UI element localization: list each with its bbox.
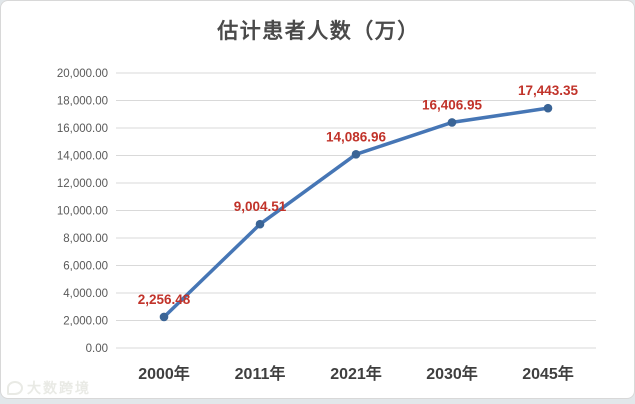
data-point-marker xyxy=(159,312,169,322)
x-tick-label: 2045年 xyxy=(522,364,574,383)
y-tick-label: 12,000.00 xyxy=(57,178,108,190)
data-label: 9,004.51 xyxy=(234,199,287,214)
y-tick-label: 4,000.00 xyxy=(63,288,108,300)
watermark-text: 大数跨境 xyxy=(27,380,91,396)
data-label: 17,443.35 xyxy=(518,83,579,98)
x-tick-label: 2011年 xyxy=(235,364,286,383)
y-tick-label: 16,000.00 xyxy=(57,123,108,135)
x-tick-label: 2021年 xyxy=(330,364,382,383)
data-label: 2,256.48 xyxy=(138,292,191,307)
x-tick-label: 2000年 xyxy=(138,364,190,383)
data-point-marker xyxy=(351,150,361,159)
y-tick-label: 14,000.00 xyxy=(57,151,108,163)
y-tick-label: 8,000.00 xyxy=(63,233,108,245)
y-tick-label: 6,000.00 xyxy=(63,261,108,273)
x-tick-label: 2030年 xyxy=(426,364,478,383)
y-tick-label: 2,000.00 xyxy=(63,316,108,328)
data-label: 14,086.96 xyxy=(326,129,387,144)
data-point-marker xyxy=(543,103,553,113)
data-point-marker xyxy=(447,118,457,127)
y-tick-label: 10,000.00 xyxy=(57,206,108,218)
data-label: 16,406.95 xyxy=(422,97,483,112)
y-tick-label: 20,000.00 xyxy=(57,68,108,80)
chart-title: 估计患者人数（万） xyxy=(217,19,420,43)
y-tick-label: 18,000.00 xyxy=(57,96,108,108)
y-tick-label: 0.00 xyxy=(86,343,108,355)
data-point-marker xyxy=(255,219,265,229)
watermark: 大数跨境 xyxy=(7,378,91,398)
watermark-logo-icon xyxy=(7,381,23,395)
